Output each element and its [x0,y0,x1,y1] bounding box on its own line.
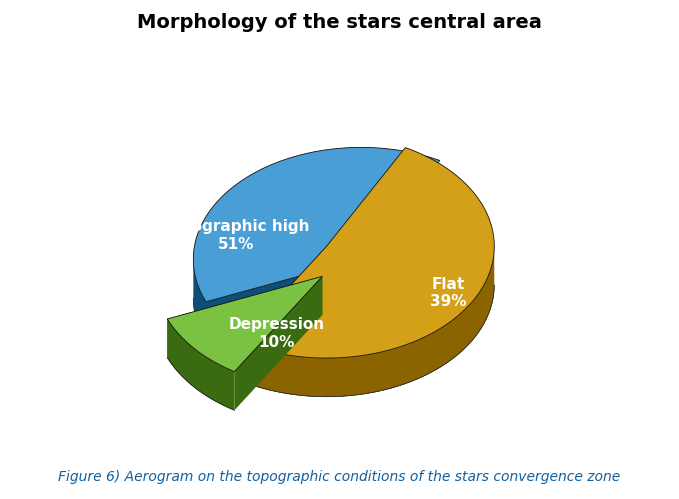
Text: Figure 6) Aerogram on the topographic conditions of the stars convergence zone: Figure 6) Aerogram on the topographic co… [58,470,621,484]
Polygon shape [167,319,234,410]
Polygon shape [239,148,494,358]
Text: Morphology of the stars central area: Morphology of the stars central area [137,12,542,31]
Polygon shape [239,247,327,380]
Polygon shape [167,276,323,372]
Text: Topographic high
51%: Topographic high 51% [162,220,310,252]
Polygon shape [206,259,361,340]
Text: Depression
10%: Depression 10% [229,317,325,350]
Polygon shape [234,276,323,410]
Polygon shape [167,276,323,358]
Polygon shape [194,147,440,302]
Polygon shape [239,247,494,397]
Text: Flat
39%: Flat 39% [430,276,466,309]
Polygon shape [194,259,206,340]
